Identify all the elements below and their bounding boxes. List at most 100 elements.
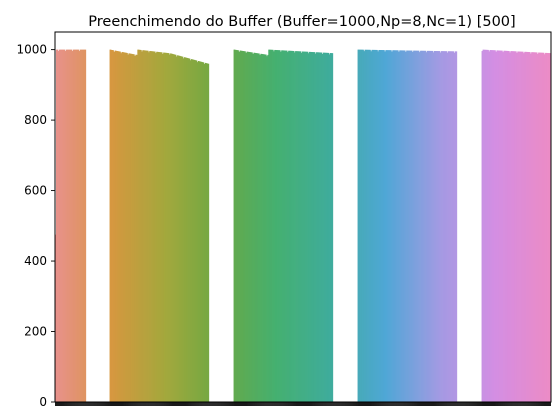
bar [524, 51, 526, 402]
bar [323, 52, 326, 402]
bar [141, 51, 143, 402]
bar [488, 51, 490, 402]
bar [369, 49, 371, 402]
y-tick-label: 400 [24, 254, 47, 268]
bar [501, 50, 503, 402]
bar [198, 61, 201, 403]
bar [330, 53, 333, 403]
bar [329, 53, 332, 402]
y-tick-label: 200 [24, 325, 47, 339]
bar [549, 53, 551, 403]
bar [531, 52, 533, 403]
bar [486, 49, 488, 403]
bar [419, 52, 421, 402]
bar [513, 51, 515, 402]
bar [60, 49, 63, 403]
bar [387, 50, 389, 403]
bar [377, 51, 379, 402]
bar [183, 57, 186, 403]
bar [447, 51, 450, 403]
bar [251, 52, 253, 403]
bar [148, 52, 150, 402]
bar [66, 49, 69, 403]
bar [142, 50, 144, 402]
bar [445, 51, 448, 402]
bar [130, 53, 132, 402]
bar [317, 52, 320, 403]
bar [262, 54, 264, 402]
bar [498, 50, 500, 403]
bar [244, 51, 246, 402]
bar [248, 51, 250, 402]
bar [415, 50, 417, 403]
bar [384, 51, 386, 402]
bar [172, 53, 174, 403]
bar [254, 52, 256, 402]
bar [131, 53, 133, 403]
bar [191, 59, 194, 402]
bar [169, 54, 171, 403]
bar [421, 50, 423, 402]
bar [411, 50, 413, 402]
bars [55, 49, 552, 403]
bar [407, 50, 409, 402]
bar [510, 51, 512, 402]
bar [385, 50, 387, 403]
bar [163, 52, 165, 402]
bar [155, 53, 157, 402]
bar [175, 54, 177, 403]
bar [272, 49, 274, 403]
bar [398, 51, 400, 402]
bar [151, 51, 153, 403]
bar [68, 49, 71, 403]
bar [77, 49, 80, 403]
bar [295, 51, 297, 403]
bar [194, 60, 197, 402]
bar [380, 50, 382, 402]
bar [258, 53, 260, 402]
y-tick-label: 1000 [16, 43, 47, 57]
bar [434, 51, 437, 402]
bar [179, 55, 181, 402]
bar [292, 50, 294, 402]
bar [176, 56, 178, 402]
bar [127, 54, 129, 403]
bar [449, 51, 452, 403]
bar [302, 51, 304, 403]
bar [321, 54, 324, 402]
bar [242, 51, 244, 403]
bar [509, 52, 511, 403]
bar [378, 49, 380, 403]
bar [395, 50, 397, 403]
bar [375, 49, 377, 402]
bar [305, 51, 308, 403]
bar [287, 52, 289, 402]
bar [443, 51, 446, 403]
bar [383, 50, 385, 402]
bar [240, 50, 242, 403]
bar [285, 50, 287, 403]
bar [327, 52, 330, 403]
bar [403, 50, 405, 402]
bar [307, 53, 310, 402]
bar [312, 52, 315, 402]
bar [120, 53, 122, 403]
bar [497, 50, 499, 402]
bar [422, 50, 424, 402]
bar [409, 50, 411, 402]
bar [160, 52, 162, 402]
bar [115, 50, 117, 402]
bar [537, 53, 539, 402]
bar [544, 54, 546, 402]
bar [192, 59, 195, 403]
bar [283, 50, 285, 402]
bar [425, 50, 427, 402]
bar [111, 50, 113, 402]
bar [534, 52, 536, 402]
bar [484, 49, 486, 403]
bar [545, 52, 547, 402]
bar [65, 49, 68, 403]
bar [73, 49, 76, 403]
bar [116, 50, 118, 403]
bar [156, 51, 158, 402]
